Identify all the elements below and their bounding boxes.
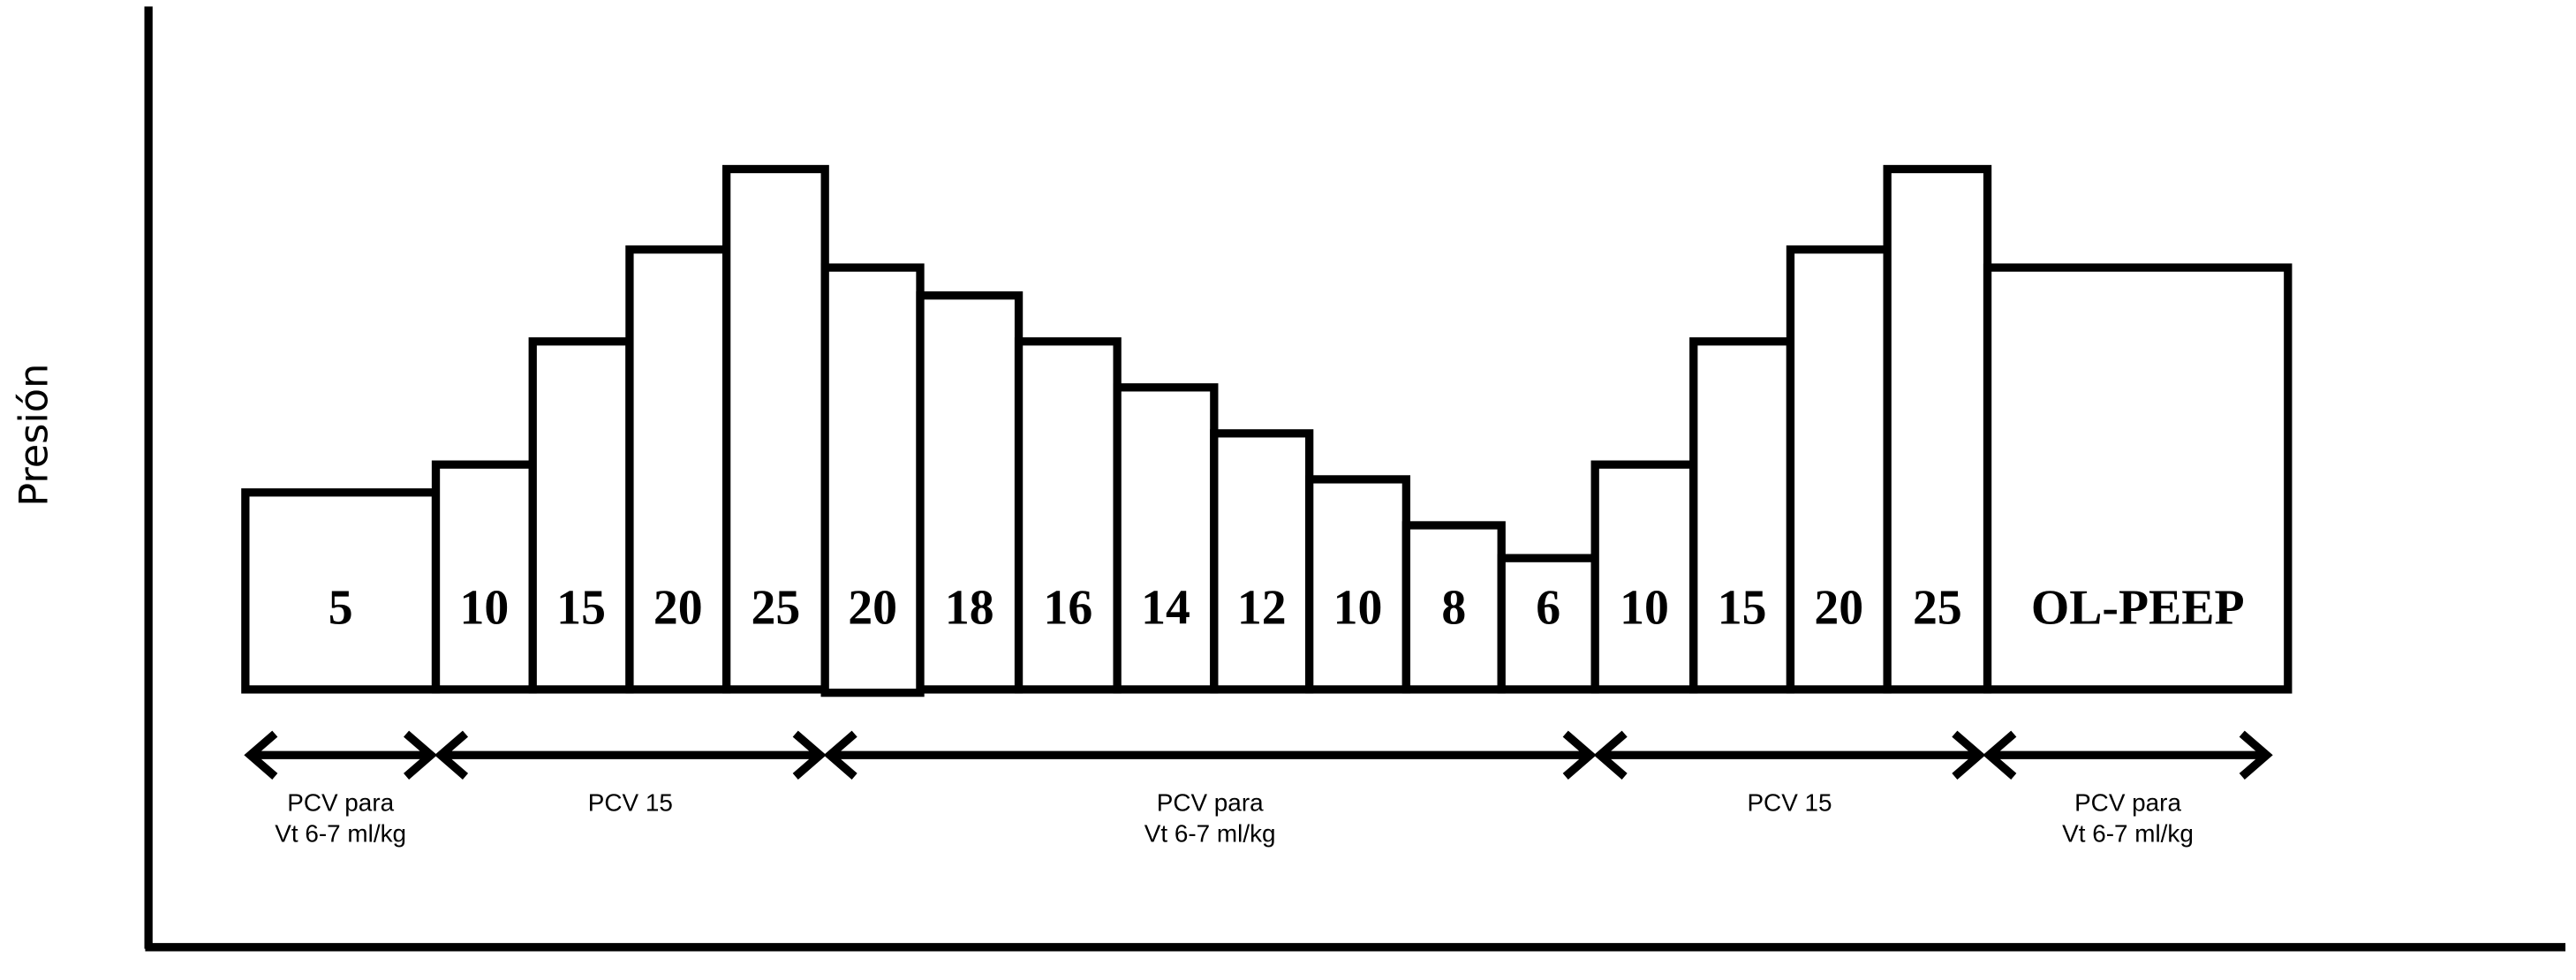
step-box [820, 263, 925, 697]
step-label: 5 [329, 580, 353, 635]
step-label: 18 [945, 580, 994, 635]
step-label: 10 [1620, 580, 1669, 635]
step-box [1305, 475, 1411, 694]
step-box [1113, 383, 1219, 694]
step-label: 25 [752, 580, 801, 635]
step-label: 15 [556, 580, 606, 635]
step-box [1401, 521, 1506, 694]
phase-label: Vt 6-7 ml/kg [275, 820, 406, 848]
phase-label: PCV 15 [1747, 788, 1832, 816]
step-box [528, 337, 634, 694]
phase-arrow [1983, 730, 2273, 780]
step-label: 12 [1237, 580, 1287, 635]
phase-label: PCV para [2074, 788, 2181, 816]
step-box [1883, 164, 1992, 694]
step-label: 20 [653, 580, 703, 635]
step-label: 8 [1441, 580, 1466, 635]
phase-label: PCV para [287, 788, 394, 816]
step-label: 6 [1536, 580, 1560, 635]
step-label: OL-PEEP [2031, 580, 2245, 635]
step-box [721, 164, 829, 694]
step-box [1590, 460, 1698, 694]
step-box [1014, 337, 1122, 694]
step-label: 20 [848, 580, 897, 635]
step-label: 20 [1814, 580, 1863, 635]
phase-label: Vt 6-7 ml/kg [2062, 820, 2194, 848]
step-label: 15 [1718, 580, 1767, 635]
phase-label: PCV para [1157, 788, 1264, 816]
phase-arrow [244, 730, 438, 780]
step-label: 14 [1141, 580, 1190, 635]
step-box [431, 460, 537, 694]
step-box [1983, 263, 2293, 694]
step-label: 16 [1043, 580, 1092, 635]
step-label: 10 [1333, 580, 1383, 635]
phase-label: PCV 15 [588, 788, 673, 816]
step-box [1786, 245, 1892, 694]
phase-arrow [1593, 730, 1986, 780]
step-label: 10 [459, 580, 509, 635]
phase-label: Vt 6-7 ml/kg [1144, 820, 1276, 848]
axis-label: Presión [11, 364, 57, 507]
phase-arrow [823, 730, 1597, 780]
step-box [1689, 337, 1795, 694]
step-label: 25 [1913, 580, 1962, 635]
step-box [1497, 554, 1599, 694]
step-box [1210, 429, 1314, 694]
phase-arrow [434, 730, 827, 780]
